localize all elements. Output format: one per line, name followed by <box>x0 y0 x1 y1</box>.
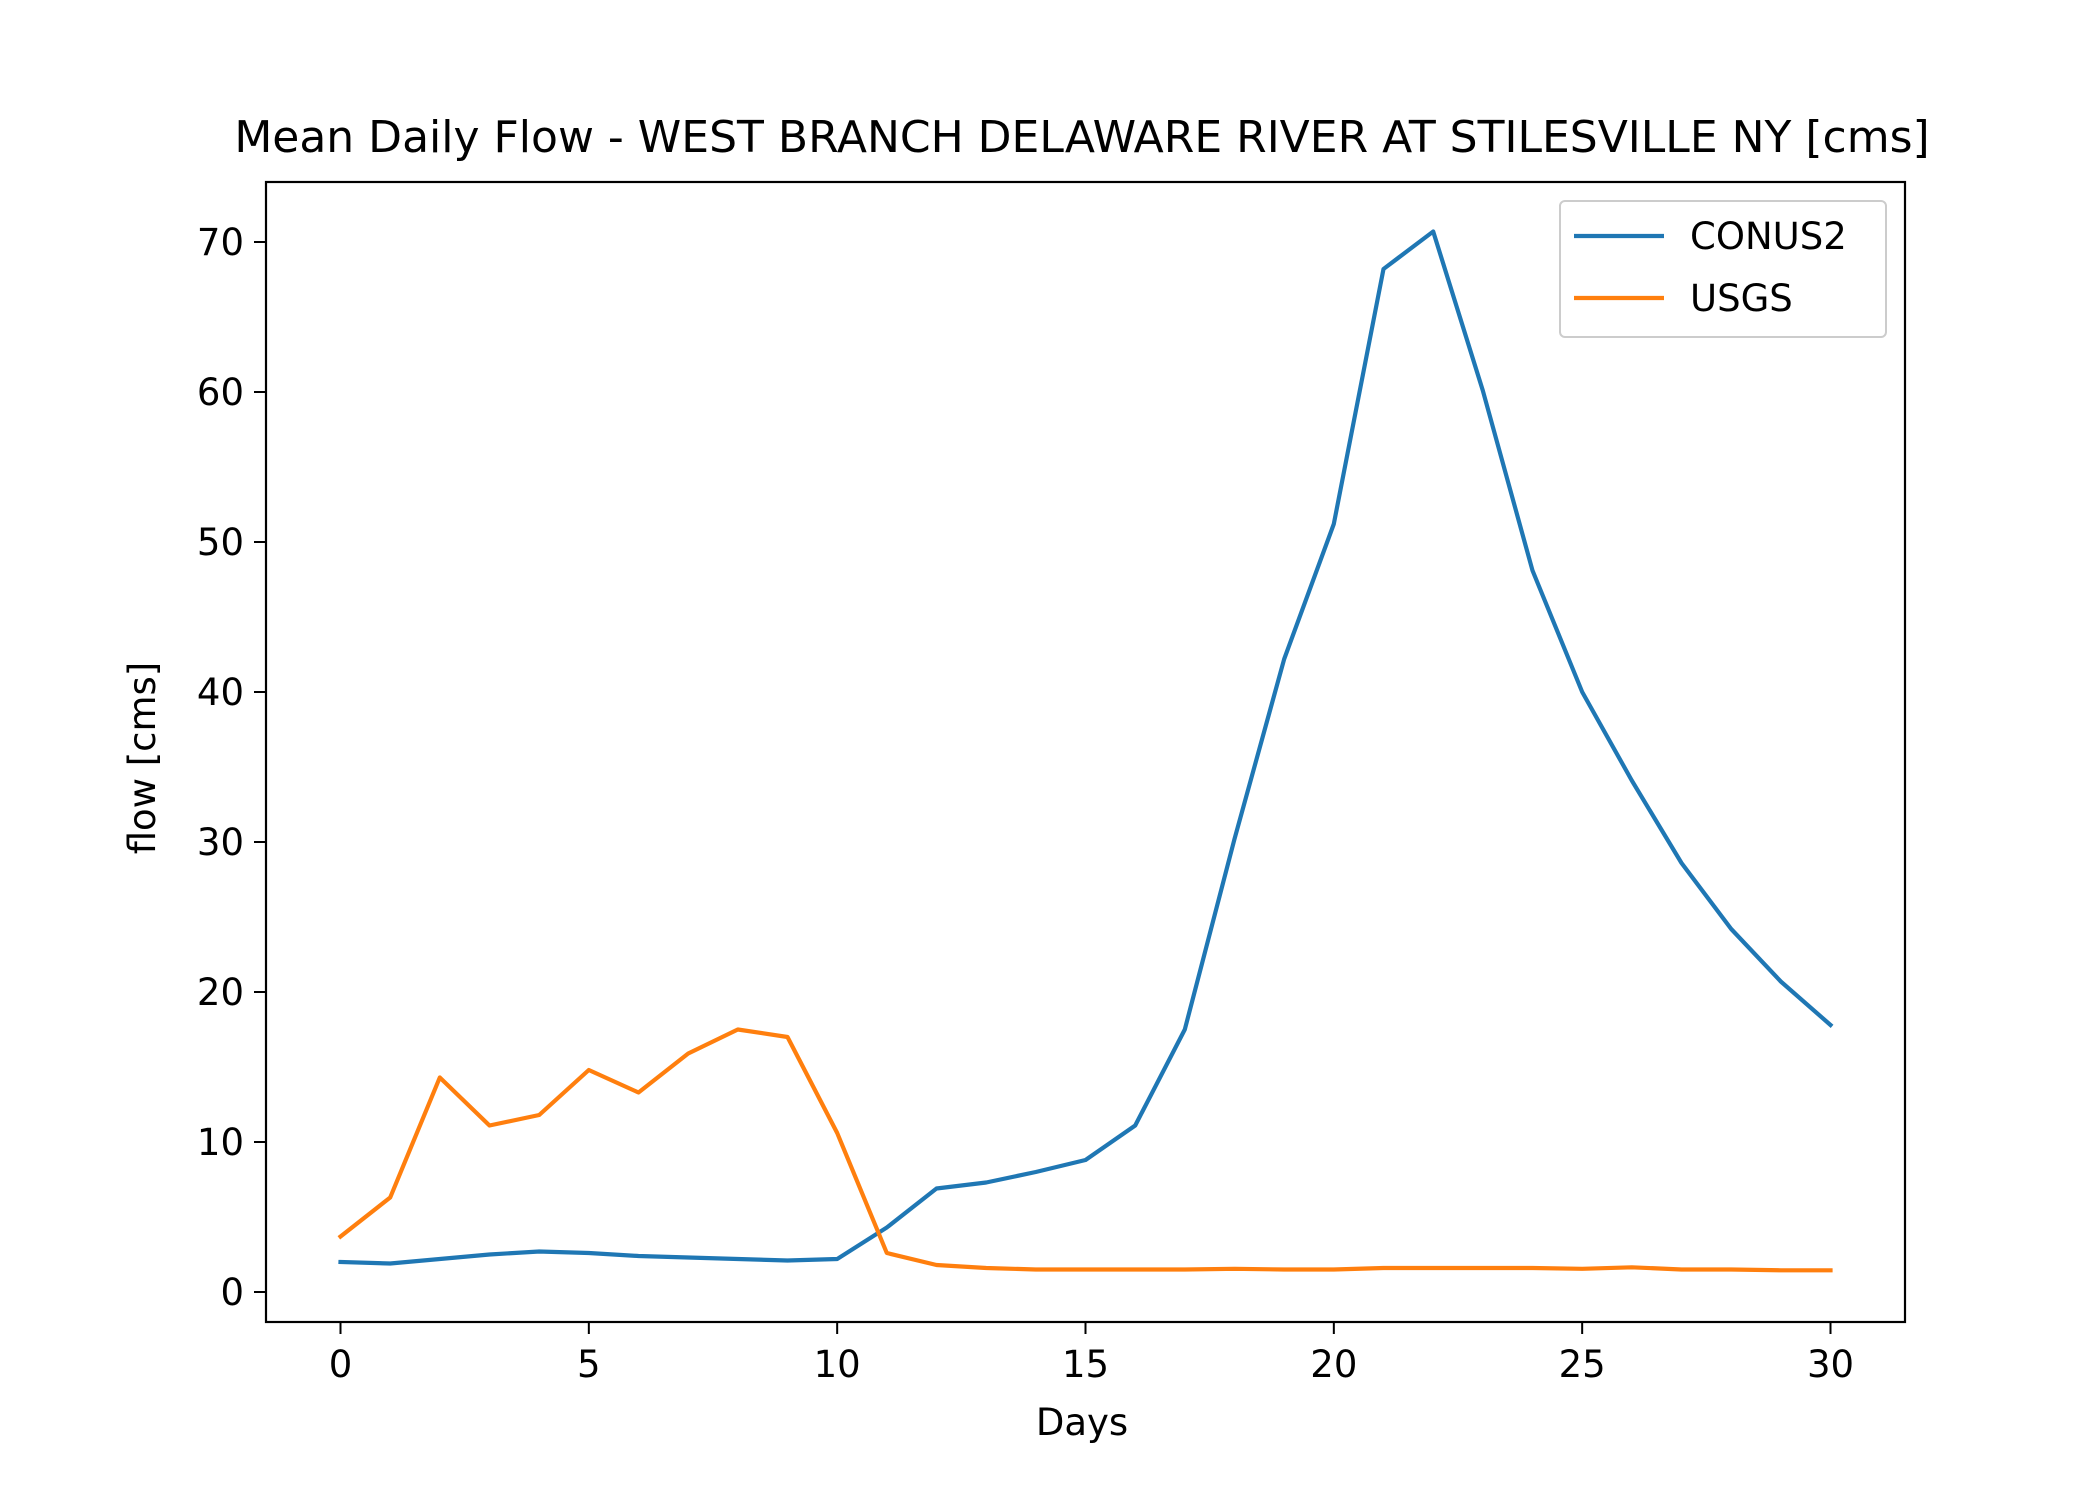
x-axis-label: Days <box>1036 1401 1128 1444</box>
series-line-conus2 <box>338 229 1834 1266</box>
y-axis-ticks: 0 10 20 30 40 50 60 70 <box>197 221 266 1314</box>
chart-title: Mean Daily Flow - WEST BRANCH DELAWARE R… <box>234 112 1929 163</box>
y-axis-label: flow [cms] <box>121 662 164 855</box>
x-tick-label: 10 <box>814 1343 861 1386</box>
series-layer <box>337 229 1834 1273</box>
plot-area <box>264 180 1907 1324</box>
x-tick-label: 30 <box>1807 1343 1854 1386</box>
legend: CONUS2 USGS <box>1559 200 1887 338</box>
y-tick-label: 60 <box>197 371 244 414</box>
x-axis-ticks: 0 5 10 15 20 25 30 <box>329 1322 1854 1386</box>
y-tick-label: 10 <box>197 1121 244 1164</box>
y-tick-label: 0 <box>220 1271 244 1314</box>
x-tick-label: 25 <box>1559 1343 1606 1386</box>
x-tick-label: 20 <box>1310 1343 1357 1386</box>
legend-label-usgs: USGS <box>1690 277 1793 320</box>
y-tick-label: 50 <box>197 521 244 564</box>
x-tick-label: 5 <box>577 1343 601 1386</box>
y-tick-label: 40 <box>197 671 244 714</box>
y-tick-label: 20 <box>197 971 244 1014</box>
plot-frame <box>264 180 1907 1324</box>
y-tick-label: 70 <box>197 221 244 264</box>
series-line-usgs <box>337 1027 1833 1273</box>
x-tick-label: 0 <box>329 1343 353 1386</box>
legend-label-conus2: CONUS2 <box>1690 215 1847 258</box>
y-tick-label: 30 <box>197 821 244 864</box>
x-tick-label: 15 <box>1062 1343 1109 1386</box>
